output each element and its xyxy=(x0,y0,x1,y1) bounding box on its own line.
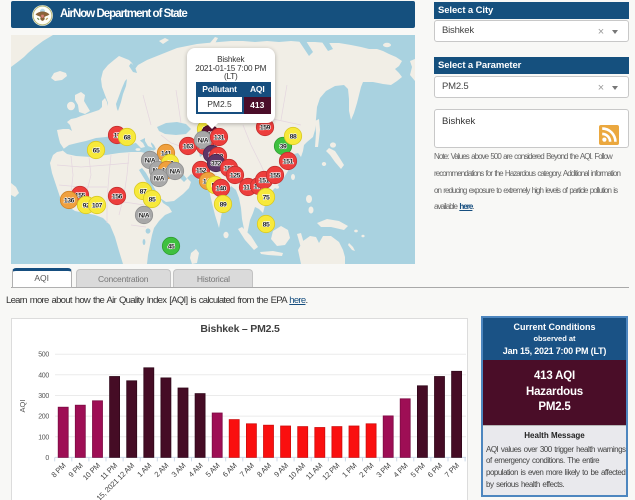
svg-text:2 PM: 2 PM xyxy=(357,461,375,479)
svg-text:125: 125 xyxy=(230,172,241,179)
svg-text:136: 136 xyxy=(64,197,75,204)
svg-text:92: 92 xyxy=(83,202,90,209)
svg-text:85: 85 xyxy=(149,196,156,203)
svg-text:107: 107 xyxy=(92,202,103,209)
svg-text:200: 200 xyxy=(38,414,49,421)
svg-text:6 PM: 6 PM xyxy=(426,461,444,479)
svg-text:11 AM: 11 AM xyxy=(304,461,324,481)
svg-text:151: 151 xyxy=(259,177,270,184)
svg-text:N/A: N/A xyxy=(145,157,156,164)
svg-text:N/A: N/A xyxy=(139,212,150,219)
svg-text:39: 39 xyxy=(280,143,287,150)
svg-text:3 PM: 3 PM xyxy=(374,461,392,479)
svg-text:140: 140 xyxy=(216,185,227,192)
svg-text:4 PM: 4 PM xyxy=(391,461,409,479)
svg-text:7 AM: 7 AM xyxy=(238,461,256,479)
svg-text:400: 400 xyxy=(38,372,49,379)
svg-text:372: 372 xyxy=(211,160,222,167)
svg-text:151: 151 xyxy=(283,158,294,165)
svg-text:0: 0 xyxy=(45,455,49,462)
svg-text:141: 141 xyxy=(161,150,172,157)
svg-text:87: 87 xyxy=(140,188,147,195)
svg-text:5 PM: 5 PM xyxy=(409,461,427,479)
svg-text:2 AM: 2 AM xyxy=(152,461,170,479)
svg-text:163: 163 xyxy=(183,143,194,150)
svg-text:152: 152 xyxy=(196,167,207,174)
svg-text:65: 65 xyxy=(93,147,100,154)
svg-text:3 AM: 3 AM xyxy=(170,461,188,479)
svg-text:68: 68 xyxy=(124,134,131,141)
svg-text:Bishkek – PM2.5: Bishkek – PM2.5 xyxy=(200,323,280,335)
svg-text:100: 100 xyxy=(38,434,49,441)
svg-text:7 PM: 7 PM xyxy=(443,461,461,479)
svg-text:85: 85 xyxy=(263,221,270,228)
svg-text:88: 88 xyxy=(290,133,297,140)
svg-text:N/A: N/A xyxy=(170,168,181,175)
svg-text:10 PM: 10 PM xyxy=(81,461,102,482)
svg-text:8 AM: 8 AM xyxy=(255,461,273,479)
svg-text:6 AM: 6 AM xyxy=(221,461,239,479)
svg-text:AQI: AQI xyxy=(18,400,27,413)
svg-text:159: 159 xyxy=(260,124,271,131)
svg-text:155: 155 xyxy=(270,172,281,179)
svg-text:300: 300 xyxy=(38,393,49,400)
svg-text:17: 17 xyxy=(114,132,121,139)
svg-text:4 AM: 4 AM xyxy=(187,461,205,479)
svg-text:1 AM: 1 AM xyxy=(135,461,153,479)
svg-text:1 PM: 1 PM xyxy=(340,461,358,479)
svg-text:5 AM: 5 AM xyxy=(204,461,222,479)
svg-text:156: 156 xyxy=(112,193,123,200)
svg-text:115: 115 xyxy=(243,184,253,191)
svg-text:131: 131 xyxy=(214,134,225,141)
svg-text:89: 89 xyxy=(220,201,227,208)
svg-text:8 PM: 8 PM xyxy=(49,461,67,479)
svg-text:155: 155 xyxy=(75,192,86,199)
svg-text:N/A: N/A xyxy=(154,175,165,182)
svg-text:10 AM: 10 AM xyxy=(286,461,307,482)
svg-text:45: 45 xyxy=(168,243,175,250)
svg-text:12 PM: 12 PM xyxy=(320,461,341,482)
svg-text:500: 500 xyxy=(38,352,49,359)
svg-text:N/A: N/A xyxy=(198,137,209,144)
svg-text:75: 75 xyxy=(263,194,270,201)
